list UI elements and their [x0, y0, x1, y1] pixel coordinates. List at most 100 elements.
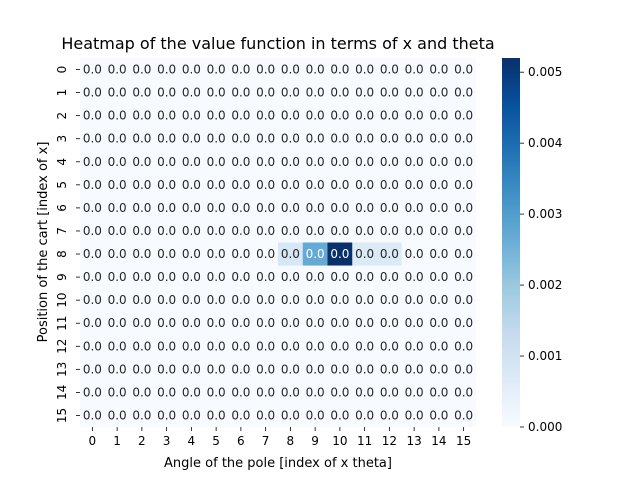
- colorbar-tick-label: 0.004: [528, 136, 562, 150]
- x-tick-label: 14: [431, 434, 446, 448]
- cell-value-label: 0.0: [207, 247, 226, 261]
- heatmap-cell: [129, 219, 155, 243]
- heatmap-cell: [327, 196, 353, 220]
- cell-value-label: 0.0: [256, 224, 275, 238]
- heatmap-cell: [377, 127, 403, 151]
- cell-value-label: 0.0: [330, 224, 349, 238]
- cell-value-label: 0.0: [281, 339, 300, 353]
- cell-value-label: 0.0: [281, 201, 300, 215]
- cell-value-label: 0.0: [231, 224, 250, 238]
- cell-value-label: 0.0: [306, 201, 325, 215]
- heatmap-cell: [426, 334, 452, 359]
- heatmap-cell: [203, 242, 229, 266]
- cell-value-label: 0.0: [132, 316, 151, 330]
- heatmap-cell: [253, 127, 279, 151]
- colorbar-tick-label: 0.003: [528, 207, 562, 221]
- heatmap-cell: [451, 380, 477, 405]
- heatmap-cell: [228, 403, 254, 428]
- heatmap-cell: [401, 357, 427, 382]
- x-tick-label: 3: [163, 434, 171, 448]
- cell-value-label: 0.0: [380, 270, 399, 284]
- heatmap-cell: [253, 403, 279, 428]
- heatmap-cell: [302, 58, 328, 82]
- heatmap-cell: [104, 311, 130, 336]
- cell-value-label: 0.0: [132, 224, 151, 238]
- cell-value-label: 0.0: [231, 362, 250, 376]
- heatmap-cell: [203, 311, 229, 336]
- heatmap-cell: [352, 265, 378, 289]
- heatmap-cell: [179, 242, 205, 266]
- y-tick-label: 0: [55, 66, 69, 74]
- y-tick-label: 11: [55, 316, 69, 331]
- cell-value-label: 0.0: [330, 362, 349, 376]
- heatmap-cell: [327, 150, 353, 174]
- y-tick-label: 4: [55, 158, 69, 166]
- cell-value-label: 0.0: [132, 109, 151, 123]
- cell-value-label: 0.0: [256, 316, 275, 330]
- x-tick-label: 0: [89, 434, 97, 448]
- y-tick-label: 9: [55, 273, 69, 281]
- heatmap-cell: [129, 311, 155, 336]
- heatmap-cell: [451, 288, 477, 312]
- heatmap-cell: [154, 334, 180, 359]
- heatmap-cell: [352, 288, 378, 312]
- cell-value-label: 0.0: [454, 132, 473, 146]
- cell-value-label: 0.0: [83, 385, 102, 399]
- heatmap-cell: [302, 104, 328, 128]
- cell-value-label: 0.0: [380, 132, 399, 146]
- heatmap-cell: [352, 334, 378, 359]
- cell-value-label: 0.0: [306, 178, 325, 192]
- heatmap-cell: [228, 150, 254, 174]
- heatmap-cell: [203, 196, 229, 220]
- cell-value-label: 0.0: [355, 316, 374, 330]
- heatmap-cell: [377, 173, 403, 197]
- heatmap-cell: [154, 127, 180, 151]
- cell-value-label: 0.0: [405, 224, 424, 238]
- heatmap-cell: [129, 403, 155, 428]
- heatmap-cell: [426, 288, 452, 312]
- heatmap-cell: [203, 127, 229, 151]
- heatmap-cell: [401, 58, 427, 82]
- heatmap-cell: [203, 104, 229, 128]
- heatmap-cell: [451, 104, 477, 128]
- heatmap-cell: [179, 58, 205, 82]
- cell-value-label: 0.0: [306, 385, 325, 399]
- heatmap-cell: [179, 403, 205, 428]
- cell-value-label: 0.0: [108, 293, 127, 307]
- heatmap-cell: [401, 196, 427, 220]
- cell-value-label: 0.0: [429, 86, 448, 100]
- cell-value-label: 0.0: [182, 385, 201, 399]
- cell-value-label: 0.0: [405, 362, 424, 376]
- heatmap-cell: [104, 219, 130, 243]
- heatmap-cell: [352, 196, 378, 220]
- heatmap-cell: [80, 380, 106, 405]
- x-tick-label: 13: [406, 434, 421, 448]
- cell-value-label: 0.0: [132, 63, 151, 77]
- heatmap-cell: [154, 380, 180, 405]
- y-tick-label: 6: [55, 204, 69, 212]
- cell-value-label: 0.0: [454, 362, 473, 376]
- cell-value-label: 0.0: [380, 293, 399, 307]
- cell-value-label: 0.0: [256, 132, 275, 146]
- cell-value-label: 0.0: [157, 293, 176, 307]
- heatmap-cell: [80, 196, 106, 220]
- heatmap-cell: [228, 127, 254, 151]
- cell-value-label: 0.0: [405, 270, 424, 284]
- heatmap-cell: [253, 196, 279, 220]
- heatmap-cell: [253, 104, 279, 128]
- cell-value-label: 0.0: [256, 178, 275, 192]
- cell-value-label: 0.0: [405, 293, 424, 307]
- cell-value-label: 0.0: [429, 63, 448, 77]
- heatmap-cell: [352, 380, 378, 405]
- heatmap-cell: [352, 104, 378, 128]
- heatmap-cell: [278, 173, 304, 197]
- cell-value-label: 0.0: [330, 178, 349, 192]
- heatmap-cell: [401, 311, 427, 336]
- cell-value-label: 0.0: [454, 339, 473, 353]
- cell-value-label: 0.0: [405, 109, 424, 123]
- cell-value-label: 0.0: [182, 155, 201, 169]
- heatmap-cell: [451, 173, 477, 197]
- cell-value-label: 0.0: [355, 385, 374, 399]
- cell-value-label: 0.0: [281, 109, 300, 123]
- heatmap-cell: [426, 196, 452, 220]
